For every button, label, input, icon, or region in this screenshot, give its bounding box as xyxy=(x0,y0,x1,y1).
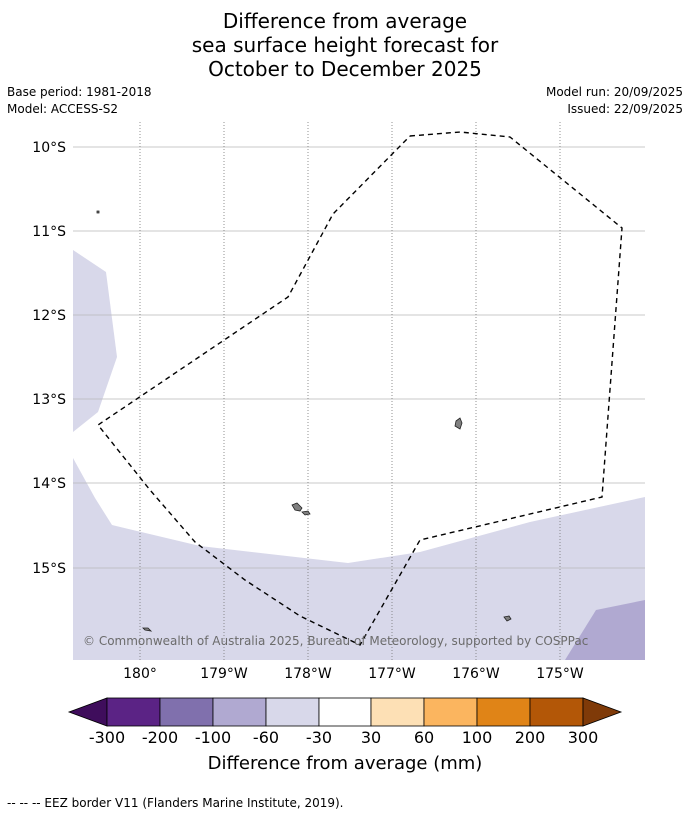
title-line-2: sea surface height forecast for xyxy=(191,33,499,57)
colorbar-label: 100 xyxy=(461,728,493,747)
lon-label-175w: 175°W xyxy=(536,666,584,682)
lat-label-13s: 13°S xyxy=(32,392,66,408)
lon-label-179w: 179°W xyxy=(200,666,248,682)
map-title: Difference from average sea surface heig… xyxy=(0,9,690,81)
issued-date: Issued: 22/09/2025 xyxy=(567,102,683,116)
island-central-b xyxy=(301,510,311,516)
colorbar xyxy=(67,697,623,727)
colorbar-label: 200 xyxy=(514,728,546,747)
colorbar-label: 30 xyxy=(360,728,382,747)
island-northwest xyxy=(96,210,100,214)
colorbar-title: Difference from average (mm) xyxy=(207,753,483,774)
lon-label-177w: 177°W xyxy=(368,666,416,682)
model-name: Model: ACCESS-S2 xyxy=(7,102,119,116)
colorbar-label: 300 xyxy=(567,728,599,747)
lon-label-180: 180° xyxy=(123,666,157,682)
lon-label-178w: 178°W xyxy=(284,666,332,682)
title-line-1: Difference from average xyxy=(222,9,468,33)
colorbar-segment xyxy=(159,697,214,727)
lat-label-11s: 11°S xyxy=(32,224,66,240)
colorbar-extend-right xyxy=(582,697,623,727)
model-run: Model run: 20/09/2025 xyxy=(545,85,683,99)
colorbar-segment xyxy=(212,697,267,727)
island-east xyxy=(454,417,463,430)
colorbar-segment xyxy=(476,697,531,727)
colorbar-segment xyxy=(265,697,320,727)
lon-labels: 180° 179°W 178°W 177°W 176°W 175°W xyxy=(123,666,584,682)
eez-border xyxy=(96,131,623,646)
anomaly-region-se xyxy=(565,600,645,660)
anomaly-region-south xyxy=(73,458,645,660)
lat-label-15s: 15°S xyxy=(32,561,66,577)
colorbar-label: -300 xyxy=(88,728,126,747)
map-area: © Commonwealth of Australia 2025, Bureau… xyxy=(73,122,645,660)
base-period: Base period: 1981-2018 xyxy=(7,85,152,99)
colorbar-segment xyxy=(529,697,584,727)
lat-label-14s: 14°S xyxy=(32,476,66,492)
colorbar-segment xyxy=(370,697,425,727)
colorbar-segment xyxy=(318,697,372,727)
colorbar-segment xyxy=(423,697,478,727)
lat-label-10s: 10°S xyxy=(32,140,66,156)
island-southeast xyxy=(503,615,512,622)
lat-gridlines xyxy=(73,146,645,569)
eez-legend-footer: -- -- -- EEZ border V11 (Flanders Marine… xyxy=(7,796,344,810)
lon-label-176w: 176°W xyxy=(452,666,500,682)
colorbar-label: -100 xyxy=(194,728,232,747)
anomaly-region-nw xyxy=(73,250,117,432)
island-central-a xyxy=(291,502,303,512)
lat-label-12s: 12°S xyxy=(32,308,66,324)
colorbar-label: 60 xyxy=(413,728,435,747)
island-southwest xyxy=(142,627,153,632)
map-figure: © Commonwealth of Australia 2025, Bureau… xyxy=(32,122,645,727)
lat-labels: 10°S 11°S 12°S 13°S 14°S 15°S xyxy=(32,140,66,577)
colorbar-label: -200 xyxy=(141,728,179,747)
colorbar-segment xyxy=(106,697,161,727)
colorbar-extend-left xyxy=(67,697,108,727)
colorbar-label: -60 xyxy=(252,728,280,747)
colorbar-label: -30 xyxy=(305,728,333,747)
meta-right: Model run: 20/09/2025 Issued: 22/09/2025 xyxy=(546,84,683,118)
title-line-3: October to December 2025 xyxy=(208,57,482,81)
meta-left: Base period: 1981-2018 Model: ACCESS-S2 xyxy=(7,84,152,118)
copyright-text: © Commonwealth of Australia 2025, Bureau… xyxy=(83,634,588,648)
islands xyxy=(96,210,512,632)
